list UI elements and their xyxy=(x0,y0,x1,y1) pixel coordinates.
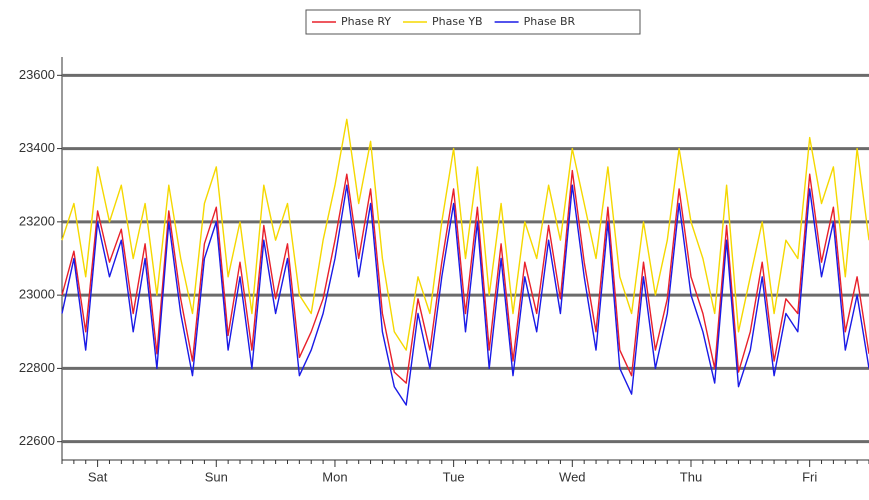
x-tick-label: Wed xyxy=(559,469,586,484)
legend-label: Phase YB xyxy=(432,15,483,28)
x-tick-label: Tue xyxy=(443,469,465,484)
legend: Phase RY Phase YB Phase BR xyxy=(305,9,641,35)
y-tick-label: 23000 xyxy=(19,287,55,302)
legend-label: Phase BR xyxy=(524,15,576,28)
y-tick-label: 23400 xyxy=(19,140,55,155)
y-tick-label: 23600 xyxy=(19,67,55,82)
legend-label: Phase RY xyxy=(341,15,391,28)
line-series xyxy=(61,184,869,406)
x-tick-label: Thu xyxy=(680,469,702,484)
y-tick-label: 22800 xyxy=(19,360,55,375)
x-tick-label: Sun xyxy=(205,469,228,484)
x-tick-label: Fri xyxy=(802,469,817,484)
x-tick-label: Sat xyxy=(88,469,108,484)
legend-box xyxy=(305,9,641,35)
line-series xyxy=(61,169,869,384)
y-tick-label: 23200 xyxy=(19,213,55,228)
y-tick-label: 22600 xyxy=(19,433,55,448)
line-series xyxy=(61,118,869,351)
x-tick-label: Mon xyxy=(322,469,347,484)
